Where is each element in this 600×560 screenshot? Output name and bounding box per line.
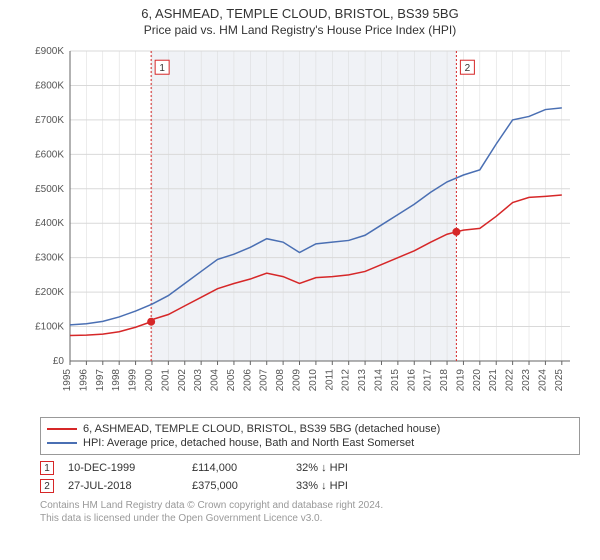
footnote-line2: This data is licensed under the Open Gov… (40, 513, 322, 524)
line-chart-svg: £0 £100K £200K £300K £400K £500K £600K £700K £80… (20, 41, 580, 411)
footnote-line1: Contains HM Land Registry data © Crown c… (40, 500, 383, 511)
sales-list: 1 10-DEC-1999 £114,000 32% ↓ HPI 2 27-JUL-201… (0, 459, 600, 495)
svg-text:2003: 2003 (193, 369, 204, 392)
legend-swatch (47, 428, 77, 430)
svg-text:£0: £0 (53, 356, 65, 367)
sale-price: £114,000 (192, 462, 282, 474)
legend-swatch (47, 442, 77, 444)
svg-text:2013: 2013 (357, 369, 368, 392)
footnote: Contains HM Land Registry data © Crown c… (0, 495, 600, 525)
svg-text:£700K: £700K (35, 115, 64, 126)
legend-row: HPI: Average price, detached house, Bath… (47, 436, 573, 450)
sale-index-box: 1 (40, 461, 54, 475)
svg-text:2004: 2004 (210, 369, 221, 392)
svg-text:2016: 2016 (406, 369, 417, 392)
sale-date: 27-JUL-2018 (68, 480, 178, 492)
chart-title: 6, ASHMEAD, TEMPLE CLOUD, BRISTOL, BS39 … (0, 0, 600, 21)
svg-text:2015: 2015 (390, 369, 401, 392)
svg-text:£100K: £100K (35, 322, 64, 333)
legend-label: HPI: Average price, detached house, Bath… (83, 437, 414, 449)
svg-text:2005: 2005 (226, 369, 237, 392)
svg-text:2001: 2001 (160, 369, 171, 392)
svg-text:2008: 2008 (275, 369, 286, 392)
legend-label: 6, ASHMEAD, TEMPLE CLOUD, BRISTOL, BS39 … (83, 423, 440, 435)
svg-text:£500K: £500K (35, 184, 64, 195)
svg-text:2: 2 (465, 63, 471, 74)
sale-pct: 32% ↓ HPI (296, 462, 386, 474)
svg-text:2022: 2022 (505, 369, 516, 392)
sale-row: 2 27-JUL-2018 £375,000 33% ↓ HPI (0, 477, 600, 495)
svg-text:2024: 2024 (537, 369, 548, 392)
svg-text:£600K: £600K (35, 149, 64, 160)
sale-row: 1 10-DEC-1999 £114,000 32% ↓ HPI (0, 459, 600, 477)
svg-text:2017: 2017 (423, 369, 434, 392)
svg-text:2009: 2009 (292, 369, 303, 392)
svg-text:2006: 2006 (242, 369, 253, 392)
svg-text:2021: 2021 (488, 369, 499, 392)
sale-date: 10-DEC-1999 (68, 462, 178, 474)
svg-text:2012: 2012 (341, 369, 352, 392)
svg-text:2025: 2025 (554, 369, 565, 392)
chart-subtitle: Price paid vs. HM Land Registry's House … (0, 21, 600, 41)
sale-pct: 33% ↓ HPI (296, 480, 386, 492)
svg-text:£800K: £800K (35, 80, 64, 91)
svg-text:1: 1 (159, 63, 165, 74)
svg-text:2010: 2010 (308, 369, 319, 392)
svg-text:£300K: £300K (35, 253, 64, 264)
svg-text:2020: 2020 (472, 369, 483, 392)
svg-text:2023: 2023 (521, 369, 532, 392)
svg-text:1995: 1995 (62, 369, 73, 392)
svg-text:1997: 1997 (95, 369, 106, 392)
sale-index-box: 2 (40, 479, 54, 493)
svg-text:1998: 1998 (111, 369, 122, 392)
svg-text:1999: 1999 (128, 369, 139, 392)
svg-text:2011: 2011 (324, 369, 335, 391)
svg-text:2000: 2000 (144, 369, 155, 392)
svg-text:2019: 2019 (455, 369, 466, 392)
svg-text:£400K: £400K (35, 218, 64, 229)
svg-text:2018: 2018 (439, 369, 450, 392)
svg-text:2014: 2014 (373, 369, 384, 392)
sale-price: £375,000 (192, 480, 282, 492)
svg-text:2002: 2002 (177, 369, 188, 392)
chart-area: £0 £100K £200K £300K £400K £500K £600K £700K £80… (20, 41, 580, 411)
svg-text:£900K: £900K (35, 46, 64, 57)
svg-text:£200K: £200K (35, 287, 64, 298)
legend: 6, ASHMEAD, TEMPLE CLOUD, BRISTOL, BS39 … (40, 417, 580, 455)
svg-text:2007: 2007 (259, 369, 270, 392)
legend-row: 6, ASHMEAD, TEMPLE CLOUD, BRISTOL, BS39 … (47, 422, 573, 436)
svg-text:1996: 1996 (78, 369, 89, 392)
